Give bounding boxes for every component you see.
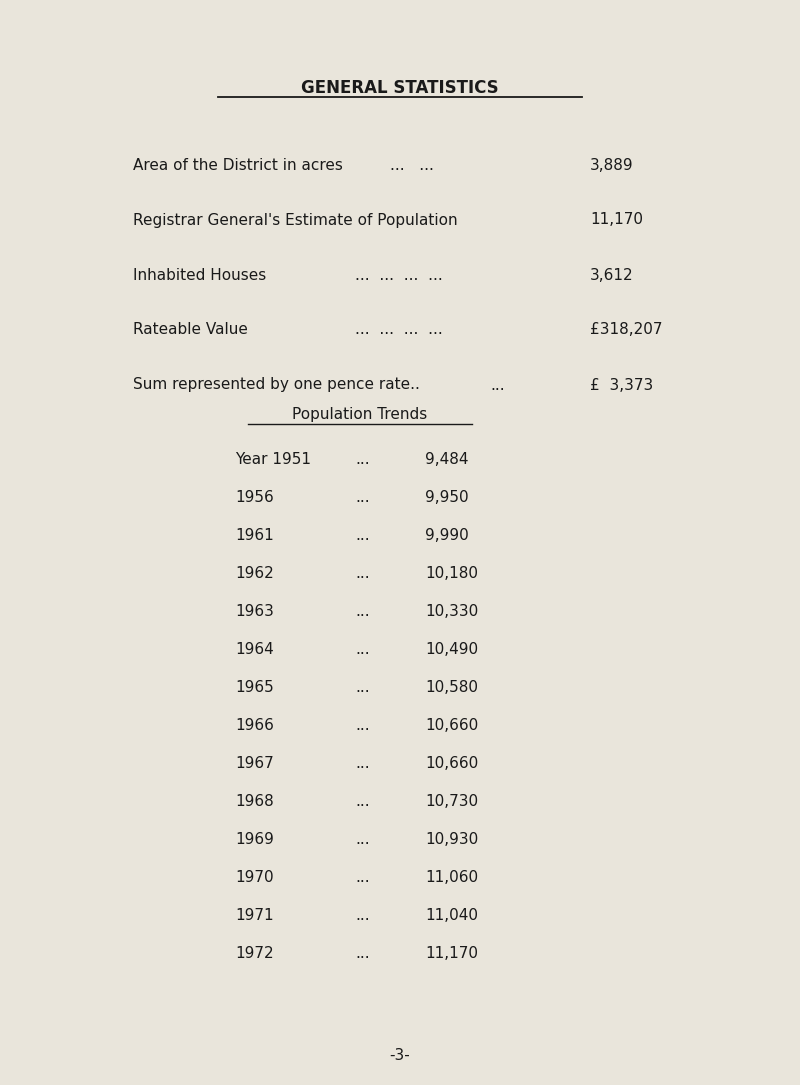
Text: 1968: 1968 xyxy=(235,794,274,809)
Text: 3,889: 3,889 xyxy=(590,157,634,173)
Text: ...: ... xyxy=(355,604,370,620)
Text: ...: ... xyxy=(355,490,370,506)
Text: ...: ... xyxy=(355,908,370,923)
Text: 11,040: 11,040 xyxy=(425,908,478,923)
Text: 10,730: 10,730 xyxy=(425,794,478,809)
Text: 10,930: 10,930 xyxy=(425,832,478,847)
Text: ...: ... xyxy=(355,946,370,961)
Text: 1970: 1970 xyxy=(235,870,274,885)
Text: ...: ... xyxy=(355,528,370,544)
Text: 1965: 1965 xyxy=(235,680,274,695)
Text: 10,660: 10,660 xyxy=(425,756,478,771)
Text: Year 1951: Year 1951 xyxy=(235,452,311,468)
Text: ...: ... xyxy=(355,642,370,658)
Text: ...: ... xyxy=(355,680,370,695)
Text: 1972: 1972 xyxy=(235,946,274,961)
Text: ...   ...: ... ... xyxy=(390,157,434,173)
Text: Inhabited Houses: Inhabited Houses xyxy=(133,268,266,282)
Text: Sum represented by one pence rate..: Sum represented by one pence rate.. xyxy=(133,378,420,393)
Text: Rateable Value: Rateable Value xyxy=(133,322,248,337)
Text: 1964: 1964 xyxy=(235,642,274,658)
Text: 9,484: 9,484 xyxy=(425,452,469,468)
Text: 1967: 1967 xyxy=(235,756,274,771)
Text: £  3,373: £ 3,373 xyxy=(590,378,654,393)
Text: Registrar General's Estimate of Population: Registrar General's Estimate of Populati… xyxy=(133,213,458,228)
Text: 1962: 1962 xyxy=(235,566,274,582)
Text: Area of the District in acres: Area of the District in acres xyxy=(133,157,343,173)
Text: 10,660: 10,660 xyxy=(425,718,478,733)
Text: 9,950: 9,950 xyxy=(425,490,469,506)
Text: 11,170: 11,170 xyxy=(425,946,478,961)
Text: -3-: -3- xyxy=(390,1047,410,1062)
Text: 11,170: 11,170 xyxy=(590,213,643,228)
Text: ...: ... xyxy=(355,832,370,847)
Text: Population Trends: Population Trends xyxy=(292,408,428,422)
Text: ...: ... xyxy=(355,794,370,809)
Text: 1961: 1961 xyxy=(235,528,274,544)
Text: ...: ... xyxy=(355,870,370,885)
Text: ...: ... xyxy=(355,718,370,733)
Text: ...: ... xyxy=(355,452,370,468)
Text: £318,207: £318,207 xyxy=(590,322,662,337)
Text: 10,580: 10,580 xyxy=(425,680,478,695)
Text: 11,060: 11,060 xyxy=(425,870,478,885)
Text: 10,490: 10,490 xyxy=(425,642,478,658)
Text: GENERAL STATISTICS: GENERAL STATISTICS xyxy=(301,79,499,97)
Text: ...: ... xyxy=(355,756,370,771)
Text: 1956: 1956 xyxy=(235,490,274,506)
Text: ...: ... xyxy=(490,378,505,393)
Text: 10,180: 10,180 xyxy=(425,566,478,582)
Text: 3,612: 3,612 xyxy=(590,268,634,282)
Text: ...  ...  ...  ...: ... ... ... ... xyxy=(355,268,442,282)
Text: 1969: 1969 xyxy=(235,832,274,847)
Text: 1971: 1971 xyxy=(235,908,274,923)
Text: 10,330: 10,330 xyxy=(425,604,478,620)
Text: ...: ... xyxy=(355,566,370,582)
Text: 1963: 1963 xyxy=(235,604,274,620)
Text: 9,990: 9,990 xyxy=(425,528,469,544)
Text: ...  ...  ...  ...: ... ... ... ... xyxy=(355,322,442,337)
Text: 1966: 1966 xyxy=(235,718,274,733)
